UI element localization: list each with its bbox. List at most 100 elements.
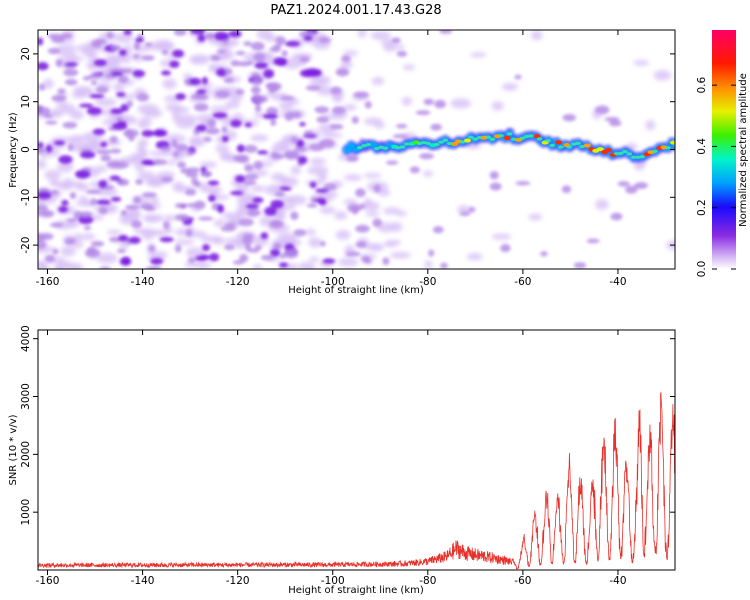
noise-blob [252, 197, 264, 204]
noise-blob [250, 134, 269, 142]
noise-blob [440, 262, 448, 269]
colorbar-tick-label: 0.2 [696, 199, 708, 216]
track-core [416, 141, 423, 145]
noise-blob [625, 185, 638, 194]
noise-blob [199, 161, 218, 169]
noise-blob [273, 242, 282, 250]
colorbar-tick-label: 0.4 [696, 138, 708, 155]
noise-blob [118, 49, 127, 56]
noise-blob [351, 116, 359, 124]
noise-blob [159, 236, 174, 243]
noise-blob [85, 189, 101, 195]
noise-blob [203, 170, 212, 178]
noise-blob [353, 91, 370, 99]
noise-blob [123, 30, 132, 36]
noise-blob [215, 68, 228, 77]
noise-blob [281, 50, 288, 57]
noise-blob [141, 55, 155, 61]
noise-blob [263, 53, 275, 60]
noise-blob [95, 97, 117, 107]
noise-blob [359, 203, 366, 209]
noise-blob [89, 93, 105, 99]
noise-blob [69, 191, 77, 200]
noise-blob [60, 245, 76, 257]
noise-blob [595, 199, 609, 210]
noise-blob [309, 157, 326, 165]
noise-blob [278, 101, 293, 111]
noise-blob [246, 60, 254, 66]
noise-blob [284, 243, 295, 252]
x-tick-label: -140 [131, 276, 155, 288]
noise-blob [132, 69, 146, 78]
noise-blob [209, 105, 230, 113]
noise-blob [65, 220, 80, 228]
noise-blob [125, 204, 140, 211]
track-core [570, 142, 577, 146]
noise-blob [316, 116, 330, 124]
noise-blob [385, 160, 399, 165]
noise-blob [298, 261, 316, 269]
noise-blob [467, 206, 476, 213]
noise-blob [253, 52, 266, 62]
noise-blob [317, 172, 328, 183]
noise-blob [113, 82, 125, 93]
track-core [566, 145, 573, 149]
noise-blob [44, 254, 55, 263]
track-core [374, 146, 380, 151]
noise-blob [128, 236, 141, 244]
noise-blob [87, 52, 99, 61]
noise-blob [45, 144, 53, 153]
noise-blob [38, 62, 49, 71]
noise-blob [244, 122, 252, 128]
track-core [425, 141, 432, 145]
noise-blob [270, 118, 277, 127]
noise-blob [96, 165, 108, 173]
noise-blob [133, 41, 141, 51]
noise-blob [214, 31, 229, 41]
noise-blob [290, 165, 301, 175]
noise-blob [185, 229, 193, 237]
noise-blob [283, 249, 299, 259]
noise-blob [51, 94, 66, 102]
snr-series-line [38, 392, 675, 570]
noise-blob [343, 174, 362, 181]
noise-blob [222, 135, 229, 143]
noise-blob [270, 151, 279, 159]
noise-blob [86, 107, 102, 115]
colorbar-axis: 0.0 0.2 0.4 0.6 [696, 76, 736, 277]
track-core [361, 144, 367, 148]
snr-x-label: Height of straight line (km) [288, 585, 424, 596]
noise-blob [153, 39, 174, 51]
noise-blob [299, 56, 310, 63]
noise-blob [250, 41, 265, 51]
noise-blob [79, 103, 94, 108]
track-core [399, 145, 406, 149]
track-core [626, 152, 633, 156]
noise-blob [270, 248, 281, 257]
noise-blob [573, 262, 587, 269]
noise-blob [338, 257, 359, 267]
noise-blob [96, 252, 118, 264]
noise-blob [172, 49, 184, 58]
noise-blob [277, 176, 291, 183]
noise-blob [38, 204, 49, 212]
x-tick-label: -40 [609, 276, 626, 288]
track-core [630, 155, 637, 159]
noise-blob [141, 130, 155, 137]
noise-blob [318, 36, 332, 44]
colorbar-label: Normalized spectral amplitude [738, 73, 749, 227]
noise-blob [184, 261, 206, 268]
noise-blob [430, 123, 442, 131]
noise-blob [160, 70, 171, 76]
noise-blob [219, 151, 234, 161]
track-core [528, 134, 534, 138]
noise-blob [66, 218, 78, 223]
noise-blob [57, 51, 78, 58]
noise-blob [149, 196, 159, 204]
noise-blob [271, 220, 281, 227]
track-core [468, 135, 474, 139]
noise-blob [268, 85, 276, 94]
noise-blob [216, 204, 225, 213]
noise-blob [540, 251, 548, 257]
track-core [639, 155, 645, 159]
